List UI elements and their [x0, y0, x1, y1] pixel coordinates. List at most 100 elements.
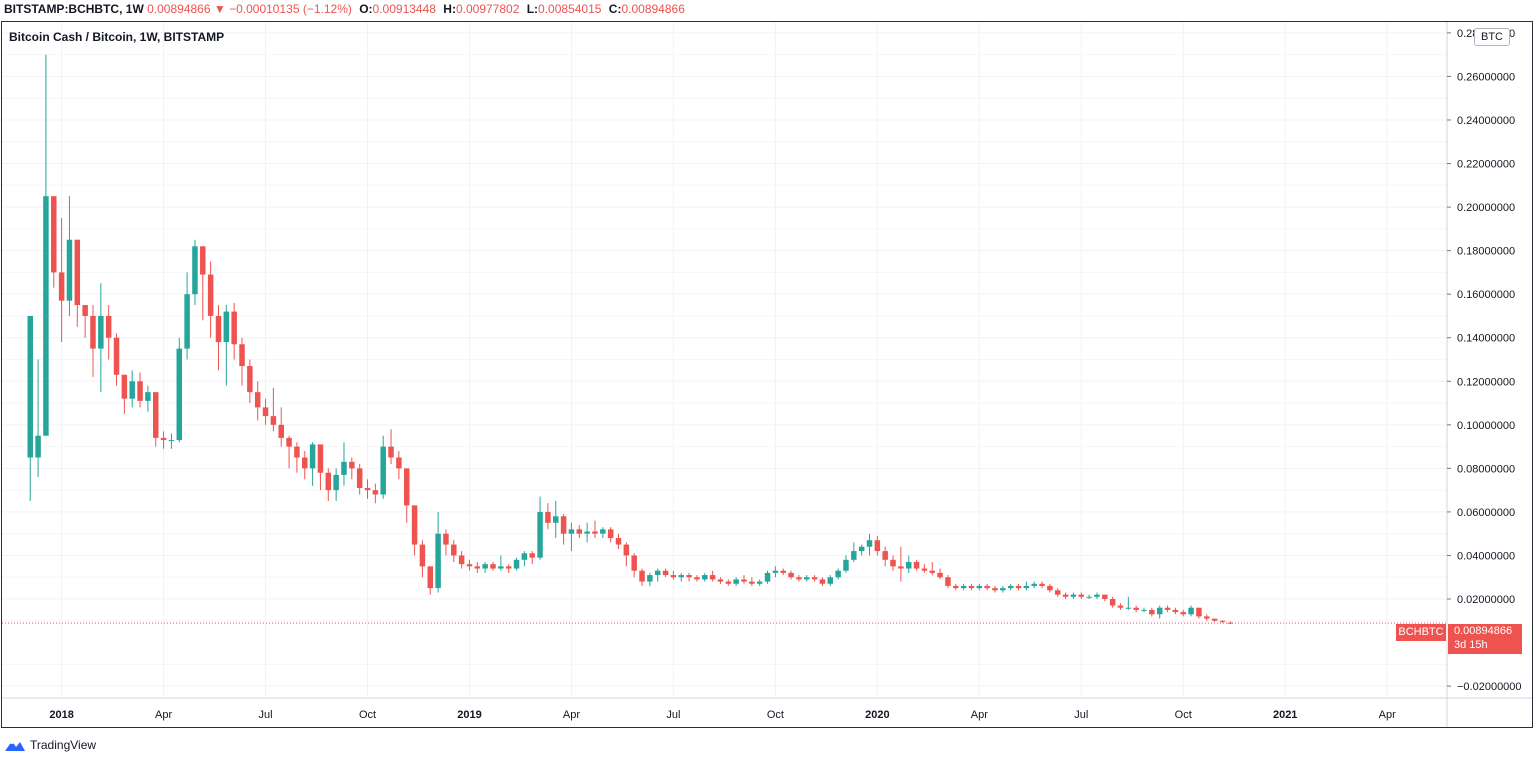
candle[interactable] [1109, 596, 1116, 608]
candle[interactable] [694, 575, 700, 582]
candle[interactable] [1149, 607, 1155, 617]
candle[interactable] [129, 370, 135, 408]
candle[interactable] [1047, 583, 1053, 593]
candle[interactable] [960, 583, 967, 591]
candle[interactable] [51, 196, 57, 288]
candle[interactable] [1172, 607, 1179, 615]
candle[interactable] [811, 575, 818, 582]
candle[interactable] [976, 583, 983, 591]
candle[interactable] [411, 505, 418, 556]
candle[interactable] [1133, 605, 1139, 613]
candle[interactable] [513, 557, 520, 571]
candlestick-chart[interactable]: 0.280000000.260000000.240000000.22000000… [0, 0, 1536, 735]
candle[interactable] [35, 359, 41, 478]
candle[interactable] [890, 555, 896, 571]
candle[interactable] [176, 337, 183, 443]
candle[interactable] [819, 577, 826, 586]
candle[interactable] [223, 305, 230, 386]
candle[interactable] [74, 239, 81, 327]
candle[interactable] [388, 429, 394, 465]
candle[interactable] [866, 533, 873, 556]
candle[interactable] [121, 374, 128, 414]
candle[interactable] [270, 387, 277, 432]
candle[interactable] [474, 562, 481, 573]
candle[interactable] [1125, 596, 1132, 610]
candle[interactable] [647, 572, 653, 586]
candle[interactable] [443, 529, 449, 556]
candle[interactable] [913, 559, 920, 571]
candle[interactable] [725, 579, 732, 586]
candle[interactable] [796, 575, 802, 582]
candle[interactable] [929, 562, 935, 576]
footer-branding[interactable]: TradingView [4, 735, 96, 755]
candle[interactable] [631, 553, 637, 578]
candle[interactable] [521, 551, 528, 567]
candle[interactable] [851, 542, 857, 562]
candle[interactable] [207, 261, 214, 338]
candle[interactable] [1156, 605, 1163, 619]
candle[interactable] [623, 542, 630, 567]
candle[interactable] [278, 407, 284, 447]
candle[interactable] [921, 564, 928, 573]
candle[interactable] [553, 501, 559, 539]
candle[interactable] [1023, 581, 1030, 591]
candle[interactable] [98, 283, 104, 393]
candle[interactable] [184, 272, 190, 360]
candle[interactable] [317, 444, 324, 491]
candle[interactable] [1204, 614, 1210, 621]
candle[interactable] [1070, 592, 1077, 600]
candle[interactable] [66, 196, 73, 316]
candle[interactable] [749, 577, 755, 586]
candle[interactable] [615, 533, 622, 549]
currency-badge[interactable]: BTC [1474, 28, 1510, 46]
candle[interactable] [1141, 607, 1147, 613]
candle[interactable] [670, 570, 677, 580]
candle[interactable] [349, 457, 355, 480]
candle[interactable] [160, 431, 167, 449]
candle[interactable] [1000, 585, 1006, 593]
candle[interactable] [490, 562, 496, 571]
candle[interactable] [27, 315, 33, 502]
candle[interactable] [788, 570, 794, 580]
candle[interactable] [239, 337, 245, 386]
candle[interactable] [1015, 583, 1022, 591]
candle[interactable] [505, 564, 512, 573]
chart-frame[interactable] [1, 21, 1533, 728]
candle[interactable] [482, 562, 488, 573]
candle[interactable] [247, 359, 253, 404]
candle[interactable] [364, 479, 371, 499]
candle[interactable] [1102, 594, 1108, 602]
candle[interactable] [137, 372, 143, 408]
candle[interactable] [874, 535, 881, 556]
candle[interactable] [709, 570, 716, 582]
candle[interactable] [82, 305, 88, 338]
candle[interactable] [843, 555, 849, 573]
candle[interactable] [380, 435, 386, 499]
candle[interactable] [545, 503, 551, 530]
candle[interactable] [215, 305, 222, 371]
candle[interactable] [686, 572, 692, 582]
candle[interactable] [1007, 583, 1014, 591]
candle[interactable] [780, 568, 786, 576]
candle[interactable] [639, 568, 645, 586]
candle[interactable] [458, 551, 465, 569]
candle[interactable] [607, 527, 614, 543]
candle[interactable] [356, 464, 363, 495]
candle[interactable] [286, 435, 292, 469]
candle[interactable] [1227, 621, 1234, 624]
candle[interactable] [58, 217, 65, 343]
candle[interactable] [1031, 581, 1037, 589]
candle[interactable] [113, 333, 120, 386]
candle[interactable] [968, 583, 975, 591]
candle[interactable] [662, 568, 669, 578]
candle[interactable] [1117, 603, 1124, 610]
candle[interactable] [192, 239, 198, 306]
candle[interactable] [341, 442, 347, 486]
candle[interactable] [1062, 592, 1069, 600]
candle[interactable] [403, 468, 410, 523]
candle[interactable] [168, 433, 175, 449]
candle[interactable] [145, 385, 151, 412]
candle[interactable] [435, 511, 441, 593]
candle[interactable] [325, 468, 332, 502]
candle[interactable] [835, 568, 841, 580]
